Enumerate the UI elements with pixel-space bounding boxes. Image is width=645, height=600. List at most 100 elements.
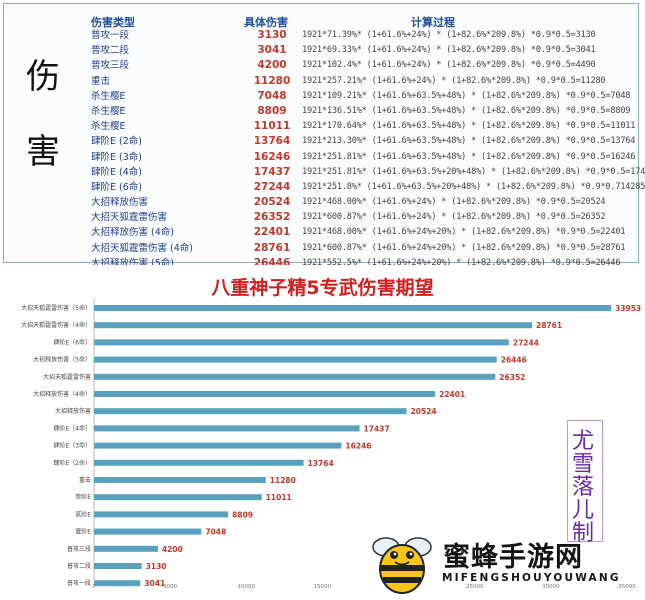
table-row: 大招天狐霆雷伤害 26352 1921*600.87%* (1+61.6%+24%)… [89, 210, 637, 225]
data-label: 13764 [308, 459, 334, 468]
table-row: 大招释放伤害 20524 1921*468.00%* (1+61.6%+24%) *… [89, 195, 637, 210]
row-value: 11011 [253, 120, 291, 133]
bar [94, 528, 202, 535]
row-type: 大招天狐霆雷伤害 (4命) [91, 242, 193, 254]
row-value: 11280 [253, 74, 291, 87]
row-formula: 1921*109.21%* (1+61.6%+63.5%+48%) * (1+8… [302, 90, 631, 101]
category-label: 参阶E [75, 493, 91, 501]
row-value: 17437 [253, 165, 291, 178]
row-formula: 1921*468.00%* (1+61.6%+24%+20%) * (1+82.… [302, 227, 626, 238]
category-label: 大招释放伤害（5命） [33, 356, 91, 364]
x-tick-label: 15000 [314, 584, 332, 590]
row-formula: 1921*552.5%* (1+61.6%+24%+20%) * (1+82.6… [302, 257, 621, 268]
category-label: 重击 [79, 476, 91, 484]
category-label: 肆阶E（2命） [53, 459, 91, 467]
logo-title: 蜜蜂手游网 [443, 542, 583, 573]
table-row: 重击 11280 1921*257.21%* (1+61.6%+24%) * (1+… [89, 74, 637, 89]
data-label: 8809 [232, 510, 253, 519]
header-formula: 计算过程 [411, 16, 455, 29]
x-tick-label: 5000 [163, 584, 177, 590]
watermark-logo: 蜜蜂手游网 MIFENGSHOUYOUWANG [360, 527, 642, 597]
bar [94, 563, 142, 569]
row-value: 16246 [253, 150, 291, 163]
table-row: 普攻三段 4200 1921*102.4%* (1+61.6%+24%) * (1+… [89, 58, 637, 73]
row-formula: 1921*69.33%* (1+61.6%+24%) * (1+82.6%*20… [302, 45, 596, 56]
table-row: 普攻二段 3041 1921*69.33%* (1+61.6%+24%) * (1+… [89, 43, 637, 58]
table-header: 伤害类型 具体伤害 计算过程 [89, 14, 637, 29]
table-row: 普攻一段 3130 1921*71.39%* (1+61.6%+24%) * (1+… [89, 28, 637, 43]
data-label: 3130 [146, 562, 167, 571]
table-row: 大招天狐霆雷伤害 (4命) 28761 1921*600.87%* (1+61.6%… [89, 241, 637, 256]
row-formula: 1921*71.39%* (1+61.6%+24%) * (1+82.6%*20… [302, 30, 596, 40]
row-type: 肆阶E (3命) [91, 151, 142, 163]
row-formula: 1921*170.64%* (1+61.6%+63.5%+48%) * (1+8… [302, 121, 636, 132]
row-formula: 1921*251.81%* (1+61.6%+63.5%+48%) * (1+8… [302, 151, 636, 162]
data-label: 7048 [205, 528, 226, 537]
x-tick-label: 0 [92, 584, 96, 590]
data-label: 22401 [439, 390, 465, 399]
row-type: 肆阶E (6命) [91, 181, 142, 193]
x-tick-label: 30000 [542, 584, 560, 590]
bar-chart: 大招天狐霆雷伤害（5命） 33953 大招天狐霆雷伤害（4命） 28761 肆阶E（6命… [21, 299, 641, 590]
row-type: 杀生樱E [91, 121, 126, 133]
row-value: 3041 [257, 44, 287, 57]
row-formula: 1921*600.87%* (1+61.6%+24%+20%) * (1+82.… [302, 242, 626, 253]
data-label: 3041 [144, 579, 165, 588]
category-label: 大招天狐霆雷伤害 [43, 373, 91, 381]
row-formula: 1921*102.4%* (1+61.6%+24%) * (1+82.6%*20… [302, 60, 596, 71]
bar [94, 305, 612, 311]
category-label: 大招天狐霆雷伤害（4命） [21, 321, 91, 329]
data-label: 33953 [615, 304, 641, 313]
row-value: 3130 [257, 29, 287, 41]
category-label: 肆阶E（3命） [53, 442, 91, 450]
table-body: 普攻一段 3130 1921*71.39%* (1+61.6%+24%) * (1+… [89, 28, 645, 286]
bar [94, 459, 304, 466]
table-row: 杀生樱E 8809 1921*136.51%* (1+61.6%+63.5%+48%… [89, 104, 637, 119]
bar [94, 356, 497, 363]
category-label: 壹阶E [75, 528, 91, 536]
row-type: 肆阶E (4命) [91, 166, 142, 178]
bar [94, 494, 262, 501]
table-row: 肆阶E (6命) 27244 1921*251.8%* (1+61.6%+63.5%… [89, 180, 645, 195]
data-label: 11280 [270, 476, 296, 485]
bar [94, 425, 360, 432]
author-tag: 尤 雪 落 儿 制 [567, 420, 603, 546]
data-label: 27244 [513, 338, 539, 347]
row-formula: 1921*251.81%* (1+61.6%+63.5%+20%+48%) * … [302, 166, 645, 177]
damage-table: 伤害类型 具体伤害 计算过程 普攻一段 3130 1921*71.39%* (1+6… [89, 14, 645, 286]
data-label: 26352 [499, 373, 525, 382]
row-formula: 1921*257.21%* (1+61.6%+24%) * (1+82.6%*2… [302, 75, 606, 86]
x-tick-label: 35000 [618, 584, 636, 590]
row-type: 大招释放伤害 [91, 197, 149, 209]
bar [94, 373, 496, 380]
side-label-char-2: 害 [26, 132, 60, 172]
chart-section: 八重神子精5专武伤害期望 大招天狐霆雷伤害（5命） 33953 大招天狐霆雷伤害（4… [0, 265, 645, 600]
header-type: 伤害类型 [91, 16, 135, 29]
row-value: 4200 [257, 59, 287, 72]
data-label: 4200 [162, 545, 183, 554]
row-type: 杀生樱E [91, 90, 126, 102]
category-label: 普攻一段 [67, 579, 91, 587]
bar [94, 477, 266, 483]
row-type: 重击 [91, 75, 111, 87]
table-row: 大招释放伤害 (4命) 22401 1921*468.00%* (1+61.6%+2… [89, 225, 637, 240]
row-type: 普攻二段 [91, 45, 130, 57]
category-label: 普攻二段 [67, 562, 91, 570]
row-formula: 1921*600.87%* (1+61.6%+24%) * (1+82.6%*2… [302, 212, 606, 223]
row-type: 普攻一段 [91, 30, 130, 41]
x-tick-label: 25000 [466, 584, 484, 590]
row-value: 28761 [253, 241, 291, 254]
row-type: 大招释放伤害 (4命) [91, 227, 174, 239]
data-label: 28761 [536, 321, 562, 330]
bar [94, 511, 229, 518]
category-label: 贰阶E [75, 510, 91, 518]
table-row: 肆阶E (4命) 17437 1921*251.81%* (1+61.6%+63.5… [89, 165, 645, 180]
author-char-3: 落 [572, 475, 595, 500]
category-label: 大招天狐霆雷伤害（5命） [21, 304, 91, 312]
author-char-1: 尤 [572, 429, 595, 454]
category-label: 大招释放伤害（4命） [33, 390, 91, 398]
row-value: 20524 [253, 196, 291, 209]
row-formula: 1921*213.30%* (1+61.6%+63.5%+48%) * (1+8… [302, 136, 636, 147]
category-label: 普攻三段 [67, 545, 91, 553]
bar [94, 339, 509, 346]
